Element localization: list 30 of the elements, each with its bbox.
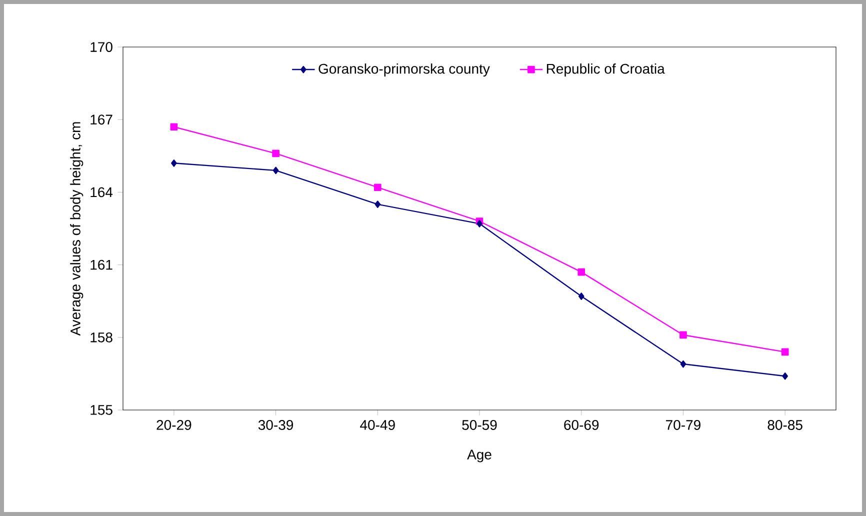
point	[272, 150, 280, 158]
x-tick-label: 70-79	[666, 420, 700, 430]
x-tick-label: 50-59	[462, 420, 497, 430]
point	[476, 220, 482, 228]
y-axis-title: Average values of body height, cm	[70, 122, 84, 336]
y-tick-label: 155	[90, 405, 112, 415]
point	[171, 159, 177, 167]
point	[374, 200, 381, 208]
x-tick-label: 80-85	[768, 420, 802, 430]
x-tick-label: 30-39	[258, 420, 294, 430]
y-tick-label: 170	[90, 42, 112, 52]
point	[782, 372, 788, 380]
x-tick-label: 40-49	[360, 420, 395, 430]
legend-label: Goransko-primorska county	[318, 63, 490, 77]
point	[578, 268, 586, 276]
point	[680, 331, 687, 339]
point	[374, 184, 382, 192]
y-tick-label: 161	[90, 260, 112, 270]
x-tick-label: 20-29	[156, 420, 192, 430]
point	[272, 166, 279, 174]
point	[578, 292, 584, 300]
y-tick-label: 158	[90, 332, 112, 342]
point	[170, 123, 178, 131]
y-tick-label: 164	[90, 187, 113, 198]
legend-label: Republic of Croatia	[546, 63, 665, 77]
x-tick-label: 60-69	[564, 420, 599, 430]
point	[680, 360, 686, 368]
point	[781, 348, 789, 356]
y-tick-label: 167	[90, 114, 112, 125]
x-axis-title: Age	[467, 450, 492, 462]
